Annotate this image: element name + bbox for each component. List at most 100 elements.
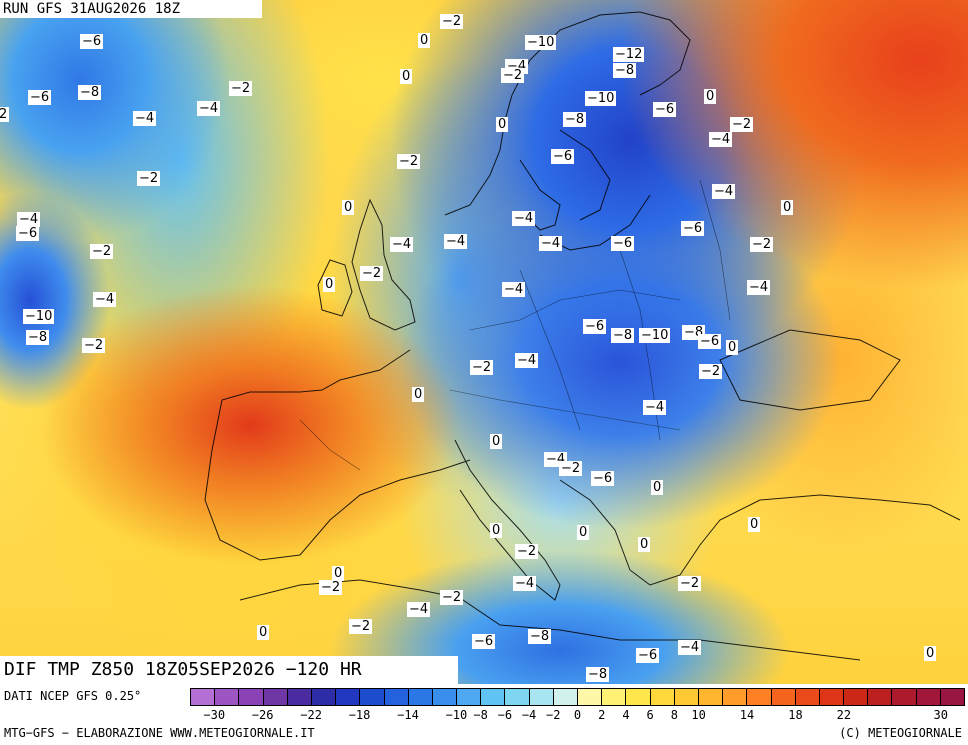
- isotherm-value-label: −2: [82, 338, 106, 353]
- isotherm-value-label: −4: [678, 640, 702, 655]
- scale-tick-label: 18: [788, 708, 803, 722]
- isotherm-value-label: −12: [613, 47, 645, 62]
- color-swatch: [723, 689, 748, 705]
- color-swatch: [311, 689, 337, 705]
- isotherm-value-label: −4: [444, 234, 468, 249]
- isotherm-value-label: −4: [512, 211, 536, 226]
- isotherm-value-label: 0: [257, 625, 270, 640]
- color-swatch: [239, 689, 264, 705]
- color-swatch: [287, 689, 312, 705]
- scale-tick-label: 22: [836, 708, 852, 722]
- isotherm-value-label: 0: [726, 340, 739, 355]
- field-title: DIF TMP Z850 18Z05SEP2026 −120 HR: [0, 656, 458, 684]
- isotherm-value-label: −8: [586, 667, 610, 682]
- isotherm-value-label: −4: [133, 111, 157, 126]
- scale-tick-label: 8: [670, 708, 678, 722]
- isotherm-value-label: −2: [440, 14, 464, 29]
- isotherm-value-label: 0: [638, 537, 651, 552]
- color-swatch: [602, 689, 627, 705]
- scale-tick-label: 4: [622, 708, 630, 722]
- color-swatch: [771, 689, 796, 705]
- color-swatch: [892, 689, 917, 705]
- isotherm-value-label: −6: [681, 221, 705, 236]
- color-swatch: [819, 689, 845, 705]
- isotherm-value-label: −6: [611, 236, 635, 251]
- color-scale-bar: [190, 688, 965, 706]
- color-swatch: [650, 689, 675, 705]
- color-swatch: [384, 689, 409, 705]
- isotherm-value-label: −2: [360, 266, 384, 281]
- isotherm-value-label: −6: [653, 102, 677, 117]
- scale-tick-label: −6: [497, 708, 513, 722]
- color-swatch: [698, 689, 724, 705]
- isotherm-value-label: −10: [23, 309, 55, 324]
- isotherm-value-label: 0: [323, 277, 336, 292]
- isotherm-value-label: −2: [750, 237, 774, 252]
- isotherm-value-label: −4: [17, 212, 41, 227]
- isotherm-value-label: −2: [730, 117, 754, 132]
- isotherm-value-label: −2: [470, 360, 494, 375]
- isotherm-value-label: −6: [698, 334, 722, 349]
- isotherm-value-label: −6: [472, 634, 496, 649]
- isotherm-value-label: −6: [80, 34, 104, 49]
- isotherm-value-label: 0: [490, 523, 503, 538]
- isotherm-value-label: −10: [525, 35, 557, 50]
- isotherm-value-label: −8: [563, 112, 587, 127]
- isotherm-value-label: −2: [699, 364, 723, 379]
- isotherm-value-label: −6: [591, 471, 615, 486]
- color-swatch: [868, 689, 893, 705]
- isotherm-value-label: −4: [197, 101, 221, 116]
- scale-tick-label: −18: [348, 708, 371, 722]
- isotherm-value-label: −4: [747, 280, 771, 295]
- isotherm-value-label: −4: [407, 602, 431, 617]
- run-title: RUN GFS 31AUG2026 18Z: [0, 0, 262, 18]
- isotherm-value-label: −2: [137, 171, 161, 186]
- isotherm-value-label: 0: [400, 69, 413, 84]
- scale-tick-label: 10: [691, 708, 706, 722]
- isotherm-value-label: −4: [93, 292, 117, 307]
- isotherm-value-label: −6: [551, 149, 575, 164]
- coastline-overlay: [204, 11, 961, 661]
- isotherm-value-label: −4: [539, 236, 563, 251]
- isotherm-value-label: −2: [515, 544, 539, 559]
- isotherm-value-label: −4: [515, 353, 539, 368]
- color-swatch: [529, 689, 554, 705]
- isotherm-value-label: −4: [502, 282, 526, 297]
- isotherm-value-label: −4: [709, 132, 733, 147]
- isotherm-value-label: −8: [613, 63, 637, 78]
- scale-tick-label: 0: [573, 708, 582, 722]
- isotherm-value-label: 0: [418, 33, 431, 48]
- isotherm-value-label: 0: [748, 517, 761, 532]
- isotherm-value-label: −2: [559, 461, 583, 476]
- color-swatch: [844, 689, 869, 705]
- credit-left: MTG−GFS − ELABORAZIONE WWW.METEOGIORNALE…: [4, 726, 315, 740]
- isotherm-value-label: −2: [319, 580, 343, 595]
- scale-tick-label: −2: [546, 708, 561, 722]
- isotherm-value-label: 0: [704, 89, 717, 104]
- legend-panel: DATI NCEP GFS 0.25° −30 −26 −22 −18 −14 −10 −8…: [0, 684, 968, 745]
- color-swatch: [481, 689, 506, 705]
- isotherm-value-label: −8: [528, 629, 552, 644]
- color-swatch: [457, 689, 482, 705]
- isotherm-value-label: −4: [390, 237, 414, 252]
- credit-right: (C) METEOGIORNALE: [839, 726, 962, 740]
- isotherm-value-label: −2: [397, 154, 421, 169]
- isotherm-value-label: 0: [332, 566, 345, 581]
- color-swatch: [553, 689, 578, 705]
- color-swatch: [408, 689, 433, 705]
- isotherm-value-label: −8: [26, 330, 50, 345]
- scale-tick-label: 6: [646, 708, 654, 722]
- color-swatch: [940, 689, 964, 705]
- isotherm-value-label: −10: [639, 328, 671, 343]
- isotherm-value-label: −2: [229, 81, 253, 96]
- isotherm-value-label: 0: [924, 646, 937, 661]
- color-swatch: [916, 689, 941, 705]
- scale-tick-label: −10: [445, 708, 468, 722]
- isotherm-value-label: −4: [643, 400, 667, 415]
- isotherm-value-label: −2: [90, 244, 114, 259]
- scale-tick-label: 14: [739, 708, 755, 722]
- scale-tick-label: 30: [933, 708, 949, 722]
- temperature-anomaly-map[interactable]: −2 0 −10 −6 −12 −4 −2 −8 0 −2 −6 −8 −10 0 −4 −6 2 −4 −8 0 −2…: [0, 0, 968, 684]
- scale-tick-label: −4: [521, 708, 537, 722]
- color-swatch: [263, 689, 288, 705]
